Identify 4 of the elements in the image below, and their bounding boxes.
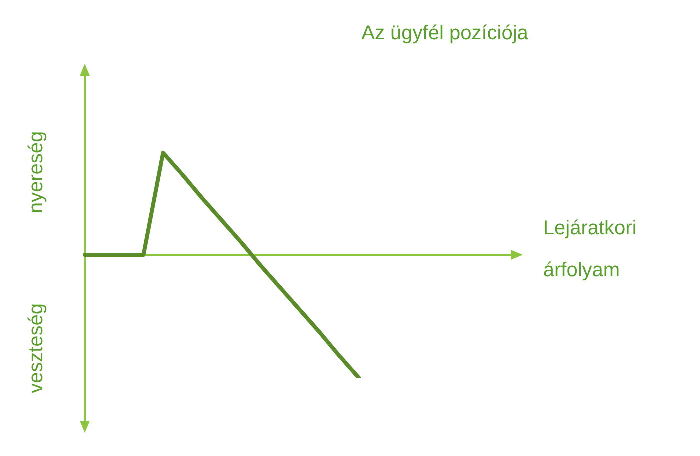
text: veszteség xyxy=(26,303,48,394)
text: Lejáratkori árfolyam xyxy=(543,218,637,282)
text: Az ügyfél pozíciója xyxy=(362,22,530,45)
text: nyereség xyxy=(26,131,48,214)
